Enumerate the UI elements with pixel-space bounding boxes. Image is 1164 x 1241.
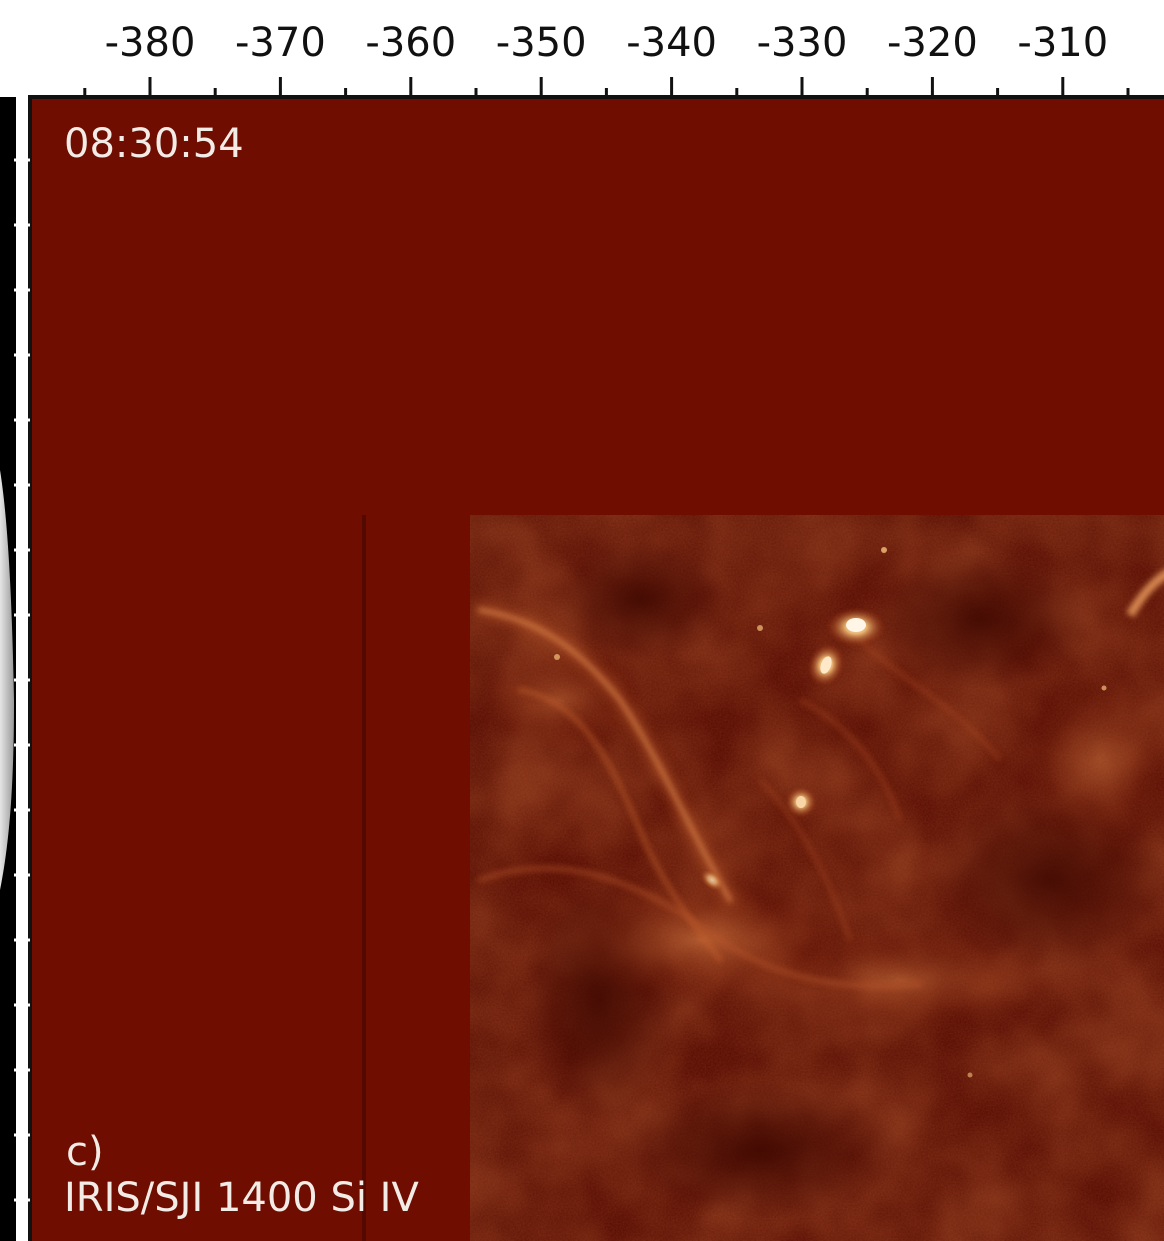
timestamp-label: 08:30:54 [64, 121, 244, 167]
bright-kernel-main [826, 607, 886, 647]
bright-kernel-secondary [807, 643, 845, 687]
x-axis: -380 -370 -360 -350 -340 -330 -320 -310 [83, 20, 1130, 97]
panel-label: c) [66, 1129, 104, 1175]
x-tick-label: -340 [626, 20, 717, 66]
bright-kernel-lower [785, 786, 817, 818]
y-axis-ticks [14, 158, 30, 1202]
bright-speck [881, 547, 887, 553]
axes-frame [28, 95, 1164, 1241]
arched-loop-right-edge [1126, 570, 1164, 618]
x-tick-label: -330 [757, 20, 848, 66]
image-area: 08:30:54 c) IRIS/SJI 1400 Si IV [30, 97, 1164, 1241]
arched-loop-left [475, 605, 923, 990]
instrument-label: IRIS/SJI 1400 Si IV [64, 1175, 419, 1221]
bright-speck [757, 625, 763, 631]
x-tick-label: -370 [235, 20, 326, 66]
bright-speck [1101, 685, 1107, 691]
bright-speck [967, 1072, 973, 1078]
faint-loops-center [758, 638, 1002, 941]
x-tick-label: -350 [496, 20, 587, 66]
observation-field [470, 515, 1164, 1241]
adjacent-grayscale-panel-edge [0, 97, 16, 1241]
bright-kernel-loop-end [699, 868, 725, 892]
x-tick-label: -360 [365, 20, 456, 66]
x-tick-label: -380 [105, 20, 196, 66]
x-tick-label: -310 [1017, 20, 1108, 66]
x-tick-label: -320 [887, 20, 978, 66]
vertical-seam [362, 515, 366, 1241]
bright-speck [554, 654, 560, 660]
